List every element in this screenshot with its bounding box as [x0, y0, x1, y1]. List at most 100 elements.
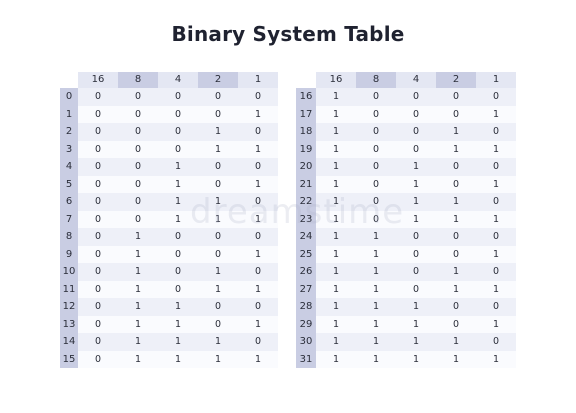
bit-cell: 1 [436, 350, 476, 368]
bit-cell: 0 [78, 158, 118, 176]
bit-cell: 0 [396, 123, 436, 141]
bit-cell: 1 [238, 245, 278, 263]
bit-cell: 0 [78, 263, 118, 281]
column-header: 1 [476, 72, 516, 88]
bit-cell: 0 [396, 245, 436, 263]
bit-cell: 0 [476, 228, 516, 246]
table-row: 20 1 0 1 0 0 [296, 158, 516, 176]
table-body: 16 1 0 0 0 0 17 1 0 0 0 1 18 1 0 0 1 0 19 1 0 0 1 1 20 1 0 1 0 0 21 1 0 1… [296, 88, 516, 368]
bit-cell: 1 [316, 298, 356, 316]
bit-cell: 1 [198, 350, 238, 368]
bit-cell: 0 [238, 228, 278, 246]
bit-cell: 1 [316, 175, 356, 193]
table-row: 21 1 0 1 0 1 [296, 175, 516, 193]
bit-cell: 0 [78, 350, 118, 368]
bit-cell: 0 [238, 158, 278, 176]
bit-cell: 0 [158, 105, 198, 123]
decimal-value: 13 [60, 315, 78, 333]
bit-cell: 1 [316, 105, 356, 123]
decimal-value: 8 [60, 228, 78, 246]
table-row: 18 1 0 0 1 0 [296, 123, 516, 141]
bit-cell: 0 [198, 105, 238, 123]
bit-cell: 0 [436, 245, 476, 263]
table-row: 24 1 1 0 0 0 [296, 228, 516, 246]
bit-cell: 0 [78, 140, 118, 158]
bit-cell: 0 [198, 158, 238, 176]
bit-cell: 1 [356, 298, 396, 316]
bit-cell: 0 [78, 123, 118, 141]
bit-cell: 1 [198, 263, 238, 281]
bit-cell: 1 [316, 333, 356, 351]
bit-cell: 1 [158, 210, 198, 228]
bit-cell: 0 [118, 210, 158, 228]
bit-cell: 1 [316, 210, 356, 228]
bit-cell: 1 [238, 175, 278, 193]
decimal-value: 19 [296, 140, 316, 158]
bit-cell: 0 [158, 228, 198, 246]
decimal-value: 31 [296, 350, 316, 368]
bit-cell: 0 [78, 280, 118, 298]
bit-cell: 1 [198, 193, 238, 211]
table-row: 22 1 0 1 1 0 [296, 193, 516, 211]
table-header: 16 8 4 2 1 [78, 72, 278, 88]
bit-cell: 1 [158, 175, 198, 193]
decimal-value: 18 [296, 123, 316, 141]
bit-cell: 1 [238, 280, 278, 298]
bit-cell: 1 [436, 263, 476, 281]
bit-cell: 1 [158, 158, 198, 176]
bit-cell: 0 [118, 105, 158, 123]
bit-cell: 0 [436, 228, 476, 246]
bit-cell: 1 [476, 350, 516, 368]
decimal-value: 20 [296, 158, 316, 176]
bit-cell: 0 [118, 193, 158, 211]
bit-cell: 1 [476, 245, 516, 263]
bit-cell: 0 [158, 245, 198, 263]
bit-cell: 1 [476, 175, 516, 193]
bit-cell: 0 [158, 123, 198, 141]
bit-cell: 0 [356, 175, 396, 193]
decimal-value: 9 [60, 245, 78, 263]
bit-cell: 0 [238, 298, 278, 316]
bit-cell: 1 [158, 350, 198, 368]
bit-cell: 1 [396, 350, 436, 368]
bit-cell: 0 [356, 158, 396, 176]
bit-cell: 1 [198, 333, 238, 351]
bit-cell: 1 [316, 350, 356, 368]
decimal-value: 1 [60, 105, 78, 123]
bit-cell: 0 [476, 263, 516, 281]
bit-cell: 0 [78, 298, 118, 316]
bit-cell: 1 [198, 280, 238, 298]
decimal-value: 11 [60, 280, 78, 298]
bit-cell: 1 [356, 245, 396, 263]
bit-cell: 1 [118, 350, 158, 368]
decimal-value: 27 [296, 280, 316, 298]
bit-cell: 0 [396, 228, 436, 246]
bit-cell: 1 [396, 210, 436, 228]
bit-cell: 0 [476, 88, 516, 106]
table-row: 27 1 1 0 1 1 [296, 280, 516, 298]
bit-cell: 0 [436, 298, 476, 316]
table-row: 29 1 1 1 0 1 [296, 315, 516, 333]
watermark: dreamstime [190, 192, 405, 232]
table-row: 30 1 1 1 1 0 [296, 333, 516, 351]
table-row: 25 1 1 0 0 1 [296, 245, 516, 263]
table-row: 31 1 1 1 1 1 [296, 350, 516, 368]
bit-cell: 1 [118, 298, 158, 316]
bit-cell: 1 [396, 315, 436, 333]
table-row: 28 1 1 1 0 0 [296, 298, 516, 316]
bit-cell: 1 [356, 280, 396, 298]
bit-cell: 1 [396, 158, 436, 176]
bit-cell: 1 [238, 105, 278, 123]
decimal-value: 14 [60, 333, 78, 351]
bit-cell: 1 [316, 280, 356, 298]
bit-cell: 0 [78, 210, 118, 228]
bit-cell: 1 [436, 123, 476, 141]
